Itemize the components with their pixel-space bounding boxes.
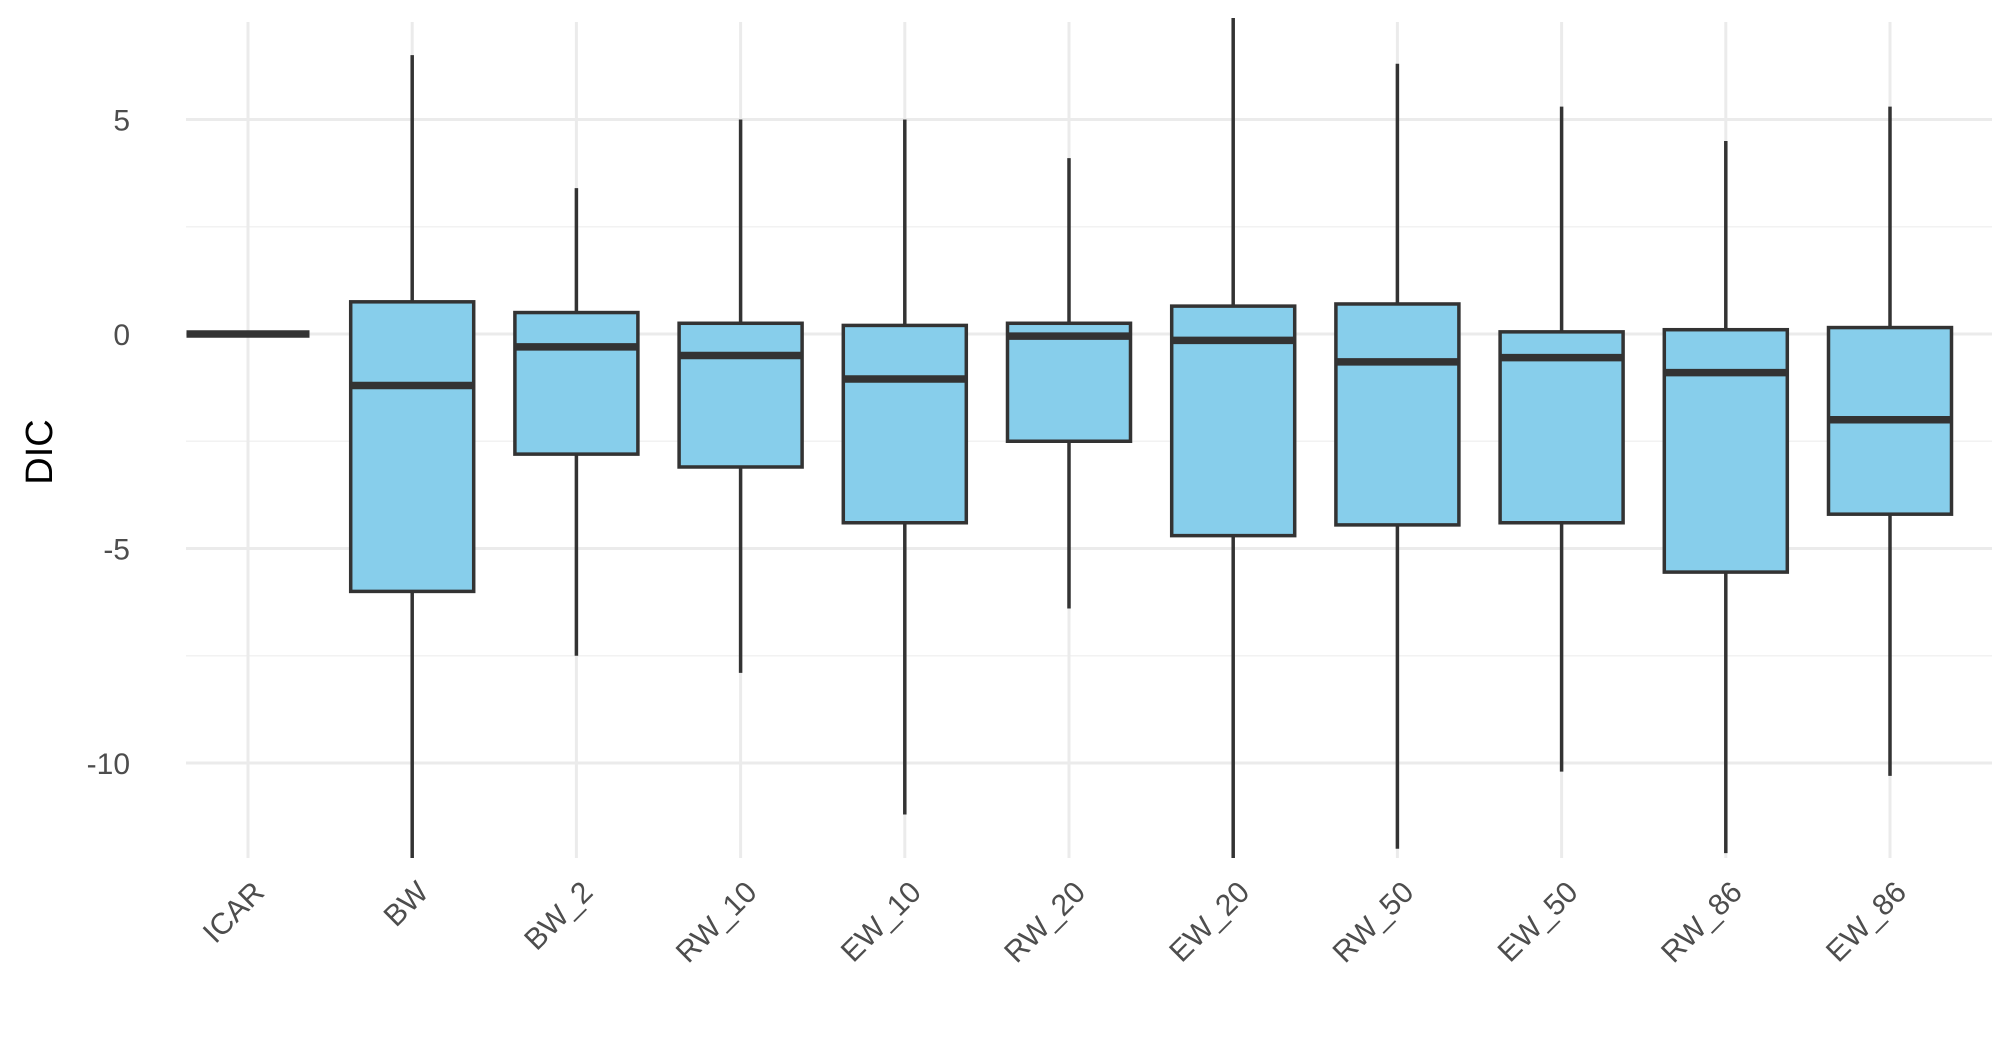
boxes-layer — [186, 18, 1954, 858]
x-tick-label: BW_2 — [518, 876, 599, 957]
box-ew-50 — [1498, 106, 1625, 772]
x-tick-label: RW_10 — [670, 876, 764, 970]
x-tick-label: RW_50 — [1327, 876, 1421, 970]
x-tick-label: BW — [378, 875, 436, 933]
x-tick-label: EW_86 — [1820, 876, 1913, 969]
y-tick-label: 5 — [113, 105, 130, 138]
y-tick-label: 0 — [113, 319, 130, 352]
x-tick-label: RW_86 — [1655, 876, 1749, 970]
box-rw-10 — [677, 119, 804, 673]
x-tick-label: ICAR — [197, 876, 271, 950]
box-ew-10 — [841, 119, 969, 815]
box-iqr — [677, 321, 804, 469]
box-iqr — [1498, 330, 1625, 525]
x-tick-label: RW_20 — [998, 876, 1092, 970]
x-tick-label: EW_10 — [835, 876, 928, 969]
box-iqr — [348, 300, 476, 594]
box-rw-50 — [1334, 63, 1461, 849]
box-iqr — [513, 310, 640, 456]
box-bw — [348, 55, 476, 858]
x-tick-label: EW_50 — [1492, 876, 1585, 969]
y-tick-label: -10 — [87, 748, 130, 781]
box-ew-20 — [1169, 18, 1297, 858]
box-iqr — [1334, 302, 1461, 527]
x-tick-label: EW_20 — [1163, 876, 1256, 969]
y-axis-title: DIC — [19, 419, 61, 484]
x-axis-tick-labels: ICAR BW BW_2 RW_10 EW_10 RW_20 EW_20 RW_50 EW_50… — [197, 875, 1913, 969]
y-tick-label: -5 — [103, 534, 130, 567]
y-axis-tick-labels: 5 0 -5 -10 — [87, 105, 130, 782]
box-iqr — [1005, 321, 1133, 443]
box-bw-2 — [513, 188, 640, 656]
box-ew-86 — [1826, 106, 1954, 776]
box-rw-86 — [1662, 140, 1790, 854]
box-iqr — [1169, 304, 1297, 538]
box-iqr — [1662, 327, 1790, 574]
box-rw-20 — [1005, 158, 1133, 609]
box-iqr — [841, 323, 969, 525]
